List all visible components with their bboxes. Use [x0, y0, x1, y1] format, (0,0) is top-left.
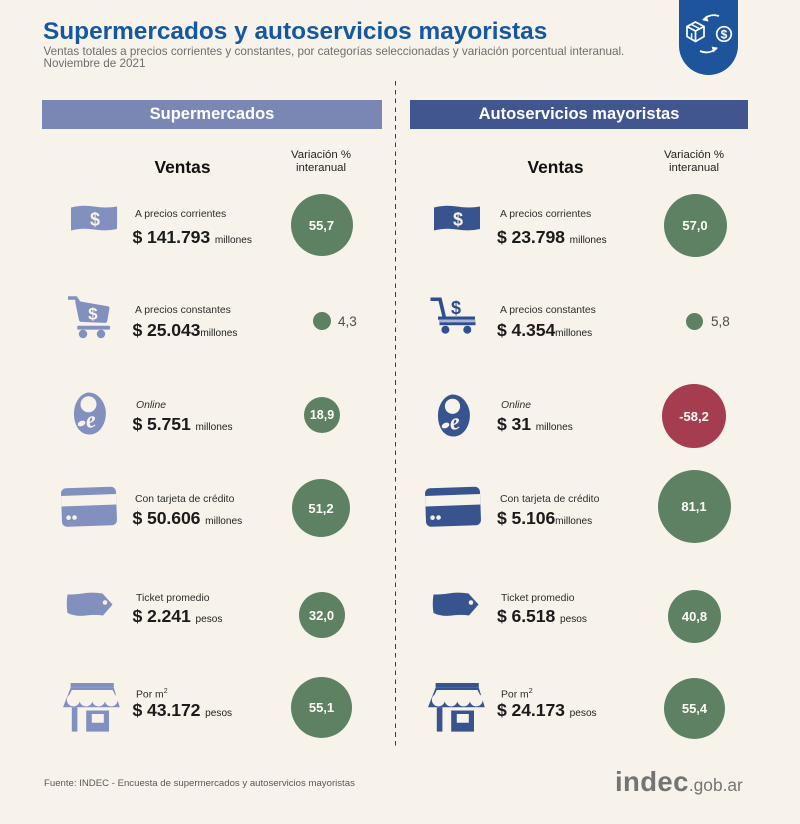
svg-text:$: $	[90, 210, 100, 230]
svg-text:$: $	[451, 298, 461, 318]
svg-text:e: e	[447, 409, 461, 435]
svg-text:e: e	[83, 407, 97, 433]
svg-text:$: $	[88, 305, 98, 324]
svg-text:$: $	[453, 210, 463, 230]
svg-text:$: $	[721, 28, 728, 42]
